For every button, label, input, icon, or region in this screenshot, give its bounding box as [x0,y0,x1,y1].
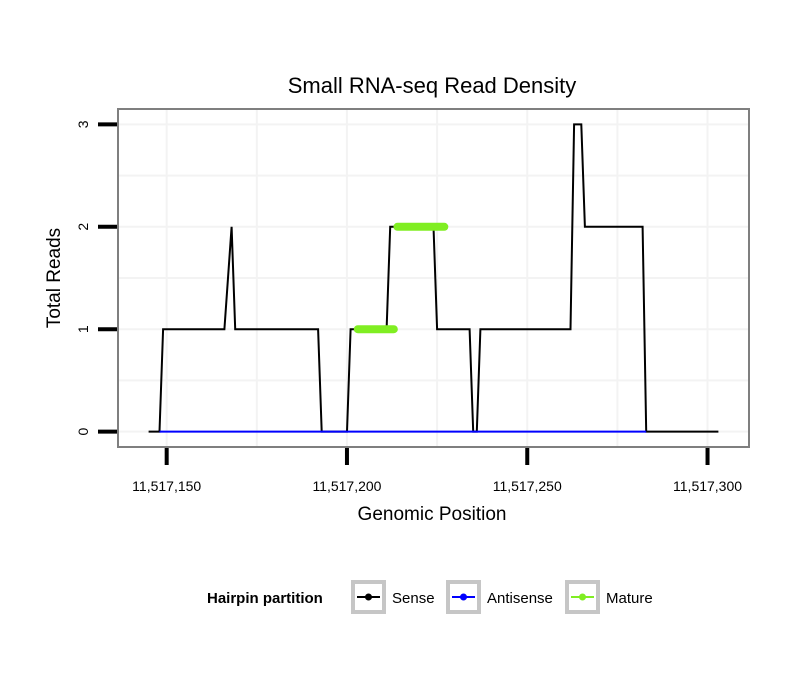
series-sense-line [148,123,719,433]
y-tick-label: 1 [75,325,91,333]
legend-item-antisense: Antisense [446,580,553,614]
legend-label-sense: Sense [392,590,435,607]
y-tick-label: 0 [75,428,91,436]
x-tick-label: 11,517,200 [312,478,381,494]
x-tick-label: 11,517,150 [132,478,201,494]
legend-title: Hairpin partition [207,590,323,607]
x-tick-label: 11,517,250 [493,478,562,494]
x-axis-title: Genomic Position [358,504,507,525]
x-tick-label: 11,517,300 [673,478,742,494]
y-tick-label: 3 [75,120,91,128]
legend: Hairpin partition Sense Antisense Mature [207,580,653,614]
panel-border [117,108,750,448]
axes-layer: 11,517,150 11,517,200 11,517,250 11,517,300… [75,120,742,494]
legend-item-sense: Sense [351,580,435,614]
chart-title: Small RNA-seq Read Density [288,73,577,98]
grid-layer [118,109,749,447]
legend-item-mature: Mature [565,580,653,614]
legend-label-mature: Mature [606,590,653,607]
y-tick-label: 2 [75,223,91,231]
legend-label-antisense: Antisense [487,590,553,607]
series-layer [148,123,719,433]
y-axis-title: Total Reads [44,228,65,328]
